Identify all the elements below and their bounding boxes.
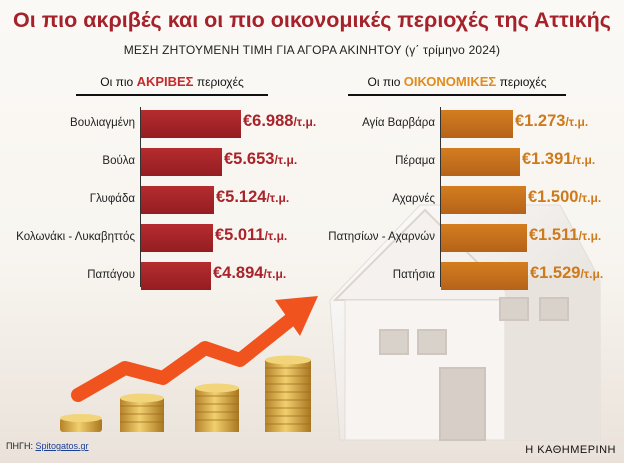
value-unit: /τ.μ. <box>578 229 602 243</box>
bar <box>141 110 241 138</box>
category-label: Πέραμα <box>395 155 435 167</box>
category-label: Αγία Βαρβάρα <box>362 117 435 129</box>
value-label: €5.124/τ.μ. <box>216 188 289 207</box>
value-unit: /τ.μ. <box>580 267 604 281</box>
bar-row: Βουλιαγμένη €6.988/τ.μ. <box>70 107 341 141</box>
header-highlight: ΑΚΡΙΒΕΣ <box>136 74 194 89</box>
value-label: €1.511/τ.μ. <box>529 226 601 245</box>
value-label: €1.273/τ.μ. <box>515 112 588 131</box>
bar-row: Αγία Βαρβάρα €1.273/τ.μ. <box>362 107 616 141</box>
category-label: Βουλιαγμένη <box>70 117 135 129</box>
value-unit: /τ.μ. <box>263 267 287 281</box>
bar-row: Πέραμα €1.391/τ.μ. <box>395 145 616 179</box>
value-label: €5.011/τ.μ. <box>215 226 287 245</box>
value-number: €1.500 <box>528 188 579 206</box>
value-unit: /τ.μ. <box>565 115 589 129</box>
bar-row: Παπάγου €4.894/τ.μ. <box>87 259 341 293</box>
category-label: Παπάγου <box>87 269 135 281</box>
value-number: €4.894 <box>213 264 264 282</box>
source-label: ΠΗΓΗ: <box>6 441 36 451</box>
value-unit: /τ.μ. <box>572 153 596 167</box>
coin-stacks <box>60 355 311 432</box>
bar <box>141 262 211 290</box>
value-unit: /τ.μ. <box>266 191 290 205</box>
bar <box>441 224 527 252</box>
bar-row: Αχαρνές €1.500/τ.μ. <box>392 183 616 217</box>
value-number: €5.653 <box>224 150 275 168</box>
bar <box>141 186 214 214</box>
value-label: €4.894/τ.μ. <box>213 264 286 283</box>
bar <box>441 186 526 214</box>
bar <box>141 148 222 176</box>
growth-arrow <box>71 296 318 402</box>
category-label: Πατησίων - Αχαρνών <box>328 231 435 243</box>
source-note: ΠΗΓΗ: Spitogatos.gr <box>6 441 89 451</box>
header-prefix: Οι πιο <box>367 75 404 89</box>
chart-subtitle: ΜΕΣΗ ΖΗΤΟΥΜΕΝΗ ΤΙΜΗ ΓΙΑ ΑΓΟΡΑ ΑΚΙΝΗΤΟΥ (… <box>123 43 501 57</box>
value-number: €6.988 <box>243 112 294 130</box>
header-highlight: ΟΙΚΟΝΟΜΙΚΕΣ <box>403 74 497 89</box>
bar-row: Γλυφάδα €5.124/τ.μ. <box>90 183 341 217</box>
bar <box>441 110 513 138</box>
value-number: €1.529 <box>530 264 581 282</box>
source-link[interactable]: Spitogatos.gr <box>35 441 89 451</box>
value-label: €6.988/τ.μ. <box>243 112 316 131</box>
value-unit: /τ.μ. <box>264 229 288 243</box>
value-number: €1.511 <box>529 226 579 244</box>
value-number: €5.124 <box>216 188 267 206</box>
category-label: Αχαρνές <box>392 193 435 205</box>
bar-row: Πατησίων - Αχαρνών €1.511/τ.μ. <box>328 221 616 255</box>
bar-row: Βούλα €5.653/τ.μ. <box>102 145 341 179</box>
bar <box>441 148 520 176</box>
value-unit: /τ.μ. <box>578 191 602 205</box>
economical-areas-chart: Αγία Βαρβάρα €1.273/τ.μ. Πέραμα €1.391/τ.μ.… <box>328 107 616 290</box>
value-label: €5.653/τ.μ. <box>224 150 297 169</box>
value-unit: /τ.μ. <box>274 153 298 167</box>
value-label: €1.529/τ.μ. <box>530 264 603 283</box>
publisher-brand: Η ΚΑΘΗΜΕΡΙΝΗ <box>525 444 616 456</box>
bar <box>141 224 213 252</box>
category-label: Πατήσια <box>392 269 435 281</box>
value-unit: /τ.μ. <box>293 115 317 129</box>
chart-title: Οι πιο ακριβές και οι πιο οικονομικές πε… <box>13 8 611 32</box>
expensive-areas-chart: Βουλιαγμένη €6.988/τ.μ. Βούλα €5.653/τ.μ. Γλ… <box>16 107 341 290</box>
value-number: €5.011 <box>215 226 265 244</box>
header-suffix: περιοχές <box>193 75 244 89</box>
bar-row: Πατήσια €1.529/τ.μ. <box>393 259 616 293</box>
category-label: Γλυφάδα <box>89 193 135 205</box>
bar <box>441 262 528 290</box>
economical-areas-header: Οι πιο ΟΙΚΟΝΟΜΙΚΕΣ περιοχές <box>348 74 566 96</box>
expensive-areas-header: Οι πιο ΑΚΡΙΒΕΣ περιοχές <box>76 74 268 96</box>
header-suffix: περιοχές <box>496 75 547 89</box>
category-label: Βούλα <box>102 155 135 167</box>
house-illustration <box>329 204 601 441</box>
value-label: €1.391/τ.μ. <box>522 150 595 169</box>
header-prefix: Οι πιο <box>100 75 137 89</box>
category-label: Κολωνάκι - Λυκαβηττός <box>16 231 135 243</box>
value-label: €1.500/τ.μ. <box>528 188 601 207</box>
bar-row: Κολωνάκι - Λυκαβηττός €5.011/τ.μ. <box>16 221 341 255</box>
value-number: €1.273 <box>515 112 566 130</box>
value-number: €1.391 <box>522 150 573 168</box>
